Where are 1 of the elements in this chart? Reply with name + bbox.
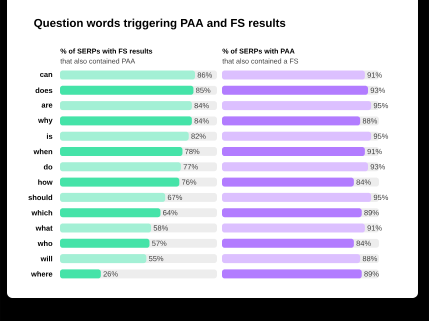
- text: Question words triggering PAA and FS results: [34, 18, 286, 30]
